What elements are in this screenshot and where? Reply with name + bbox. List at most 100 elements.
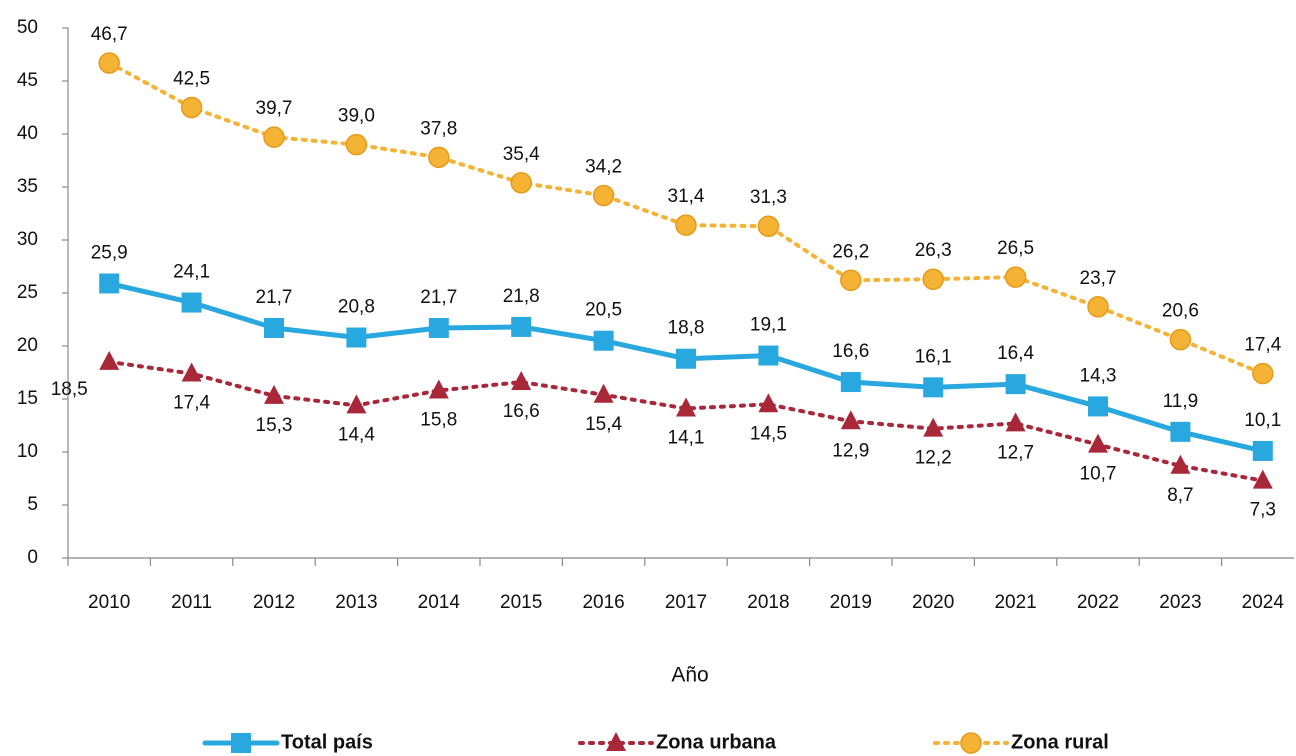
- data-point: [1252, 469, 1273, 489]
- x-tick-label: 2010: [88, 592, 130, 613]
- data-label: 10,7: [1080, 464, 1117, 485]
- data-point: [1169, 328, 1192, 351]
- data-label: 15,3: [256, 415, 293, 436]
- y-tick-label: 45: [17, 70, 38, 91]
- data-point: [675, 214, 697, 236]
- y-tick-label: 30: [17, 229, 38, 250]
- legend-label: Total país: [281, 731, 373, 753]
- data-label: 16,6: [503, 401, 540, 422]
- data-label: 26,3: [915, 240, 952, 261]
- data-label: 46,7: [91, 24, 128, 45]
- legend-marker: [606, 732, 626, 751]
- data-point: [1087, 296, 1109, 318]
- x-tick-label: 2023: [1159, 592, 1201, 613]
- data-label: 20,8: [338, 297, 375, 318]
- x-axis-label: Año: [671, 664, 708, 687]
- y-tick-label: 0: [27, 547, 38, 568]
- data-label: 37,8: [420, 118, 457, 139]
- data-label: 42,5: [173, 69, 210, 90]
- data-point: [1088, 433, 1108, 453]
- data-label: 21,7: [256, 287, 293, 308]
- y-tick-label: 5: [27, 494, 38, 515]
- data-label: 17,4: [1244, 335, 1281, 356]
- data-label: 12,2: [915, 448, 952, 469]
- data-label: 31,4: [668, 186, 705, 207]
- data-point: [264, 384, 284, 404]
- data-point: [757, 215, 780, 237]
- data-label: 39,7: [256, 98, 293, 119]
- data-label: 14,1: [668, 428, 705, 449]
- data-point: [428, 379, 449, 399]
- data-label: 17,4: [173, 393, 210, 414]
- y-tick-label: 35: [17, 176, 38, 197]
- data-point: [346, 327, 367, 348]
- data-point: [346, 394, 367, 414]
- data-label: 14,3: [1080, 365, 1117, 386]
- data-point: [263, 126, 285, 148]
- data-label: 16,4: [997, 343, 1034, 364]
- data-point: [181, 362, 202, 382]
- data-label: 19,1: [750, 315, 787, 336]
- x-tick-label: 2015: [500, 592, 542, 613]
- data-label: 8,7: [1167, 485, 1193, 506]
- data-point: [510, 172, 532, 194]
- data-label: 12,7: [997, 442, 1034, 463]
- x-tick-label: 2020: [912, 592, 954, 613]
- data-point: [758, 345, 779, 366]
- data-label: 31,3: [750, 187, 787, 208]
- x-tick-label: 2021: [994, 592, 1036, 613]
- data-point: [840, 372, 861, 393]
- data-point: [1005, 374, 1026, 395]
- x-tick-label: 2016: [582, 592, 624, 613]
- x-tick-label: 2017: [665, 592, 707, 613]
- y-tick-label: 15: [17, 388, 38, 409]
- y-tick-label: 10: [17, 441, 38, 462]
- data-point: [98, 52, 120, 74]
- data-label: 16,1: [915, 346, 952, 367]
- data-point: [923, 417, 944, 437]
- series-line: [107, 359, 1265, 483]
- data-label: 15,8: [420, 410, 457, 431]
- data-point: [758, 393, 779, 413]
- data-point: [1004, 266, 1027, 288]
- x-tick-label: 2022: [1077, 592, 1119, 613]
- data-point: [1252, 440, 1273, 461]
- data-point: [181, 292, 202, 313]
- data-label: 21,8: [503, 286, 540, 307]
- data-label: 20,5: [585, 300, 622, 321]
- data-label: 18,8: [668, 318, 705, 339]
- data-point: [1005, 412, 1026, 432]
- data-point: [511, 371, 532, 391]
- data-label: 18,5: [51, 379, 88, 400]
- data-point: [1170, 454, 1191, 474]
- data-label: 14,5: [750, 423, 787, 444]
- data-label: 10,1: [1244, 410, 1281, 431]
- data-label: 15,4: [585, 414, 622, 435]
- data-point: [592, 184, 615, 207]
- data-point: [345, 133, 368, 156]
- data-label: 35,4: [503, 144, 540, 165]
- data-point: [1252, 362, 1274, 385]
- legend-marker: [231, 733, 251, 753]
- data-point: [593, 330, 614, 351]
- data-point: [840, 269, 862, 292]
- data-label: 39,0: [338, 106, 375, 127]
- data-point: [1170, 421, 1191, 442]
- legend-marker: [960, 732, 982, 754]
- x-tick-label: 2024: [1242, 592, 1285, 613]
- data-point: [840, 410, 861, 430]
- data-label: 25,9: [91, 242, 128, 263]
- data-label: 26,5: [997, 238, 1034, 259]
- data-point: [180, 96, 203, 119]
- data-label: 24,1: [173, 262, 210, 283]
- x-tick-label: 2014: [418, 592, 461, 613]
- data-label: 23,7: [1080, 268, 1117, 289]
- x-tick-label: 2011: [171, 592, 212, 613]
- data-label: 12,9: [832, 440, 869, 461]
- data-point: [922, 268, 944, 290]
- y-tick-label: 20: [17, 335, 38, 356]
- data-label: 34,2: [585, 156, 622, 177]
- legend-label: Zona rural: [1011, 731, 1109, 753]
- legend-label: Zona urbana: [656, 731, 777, 753]
